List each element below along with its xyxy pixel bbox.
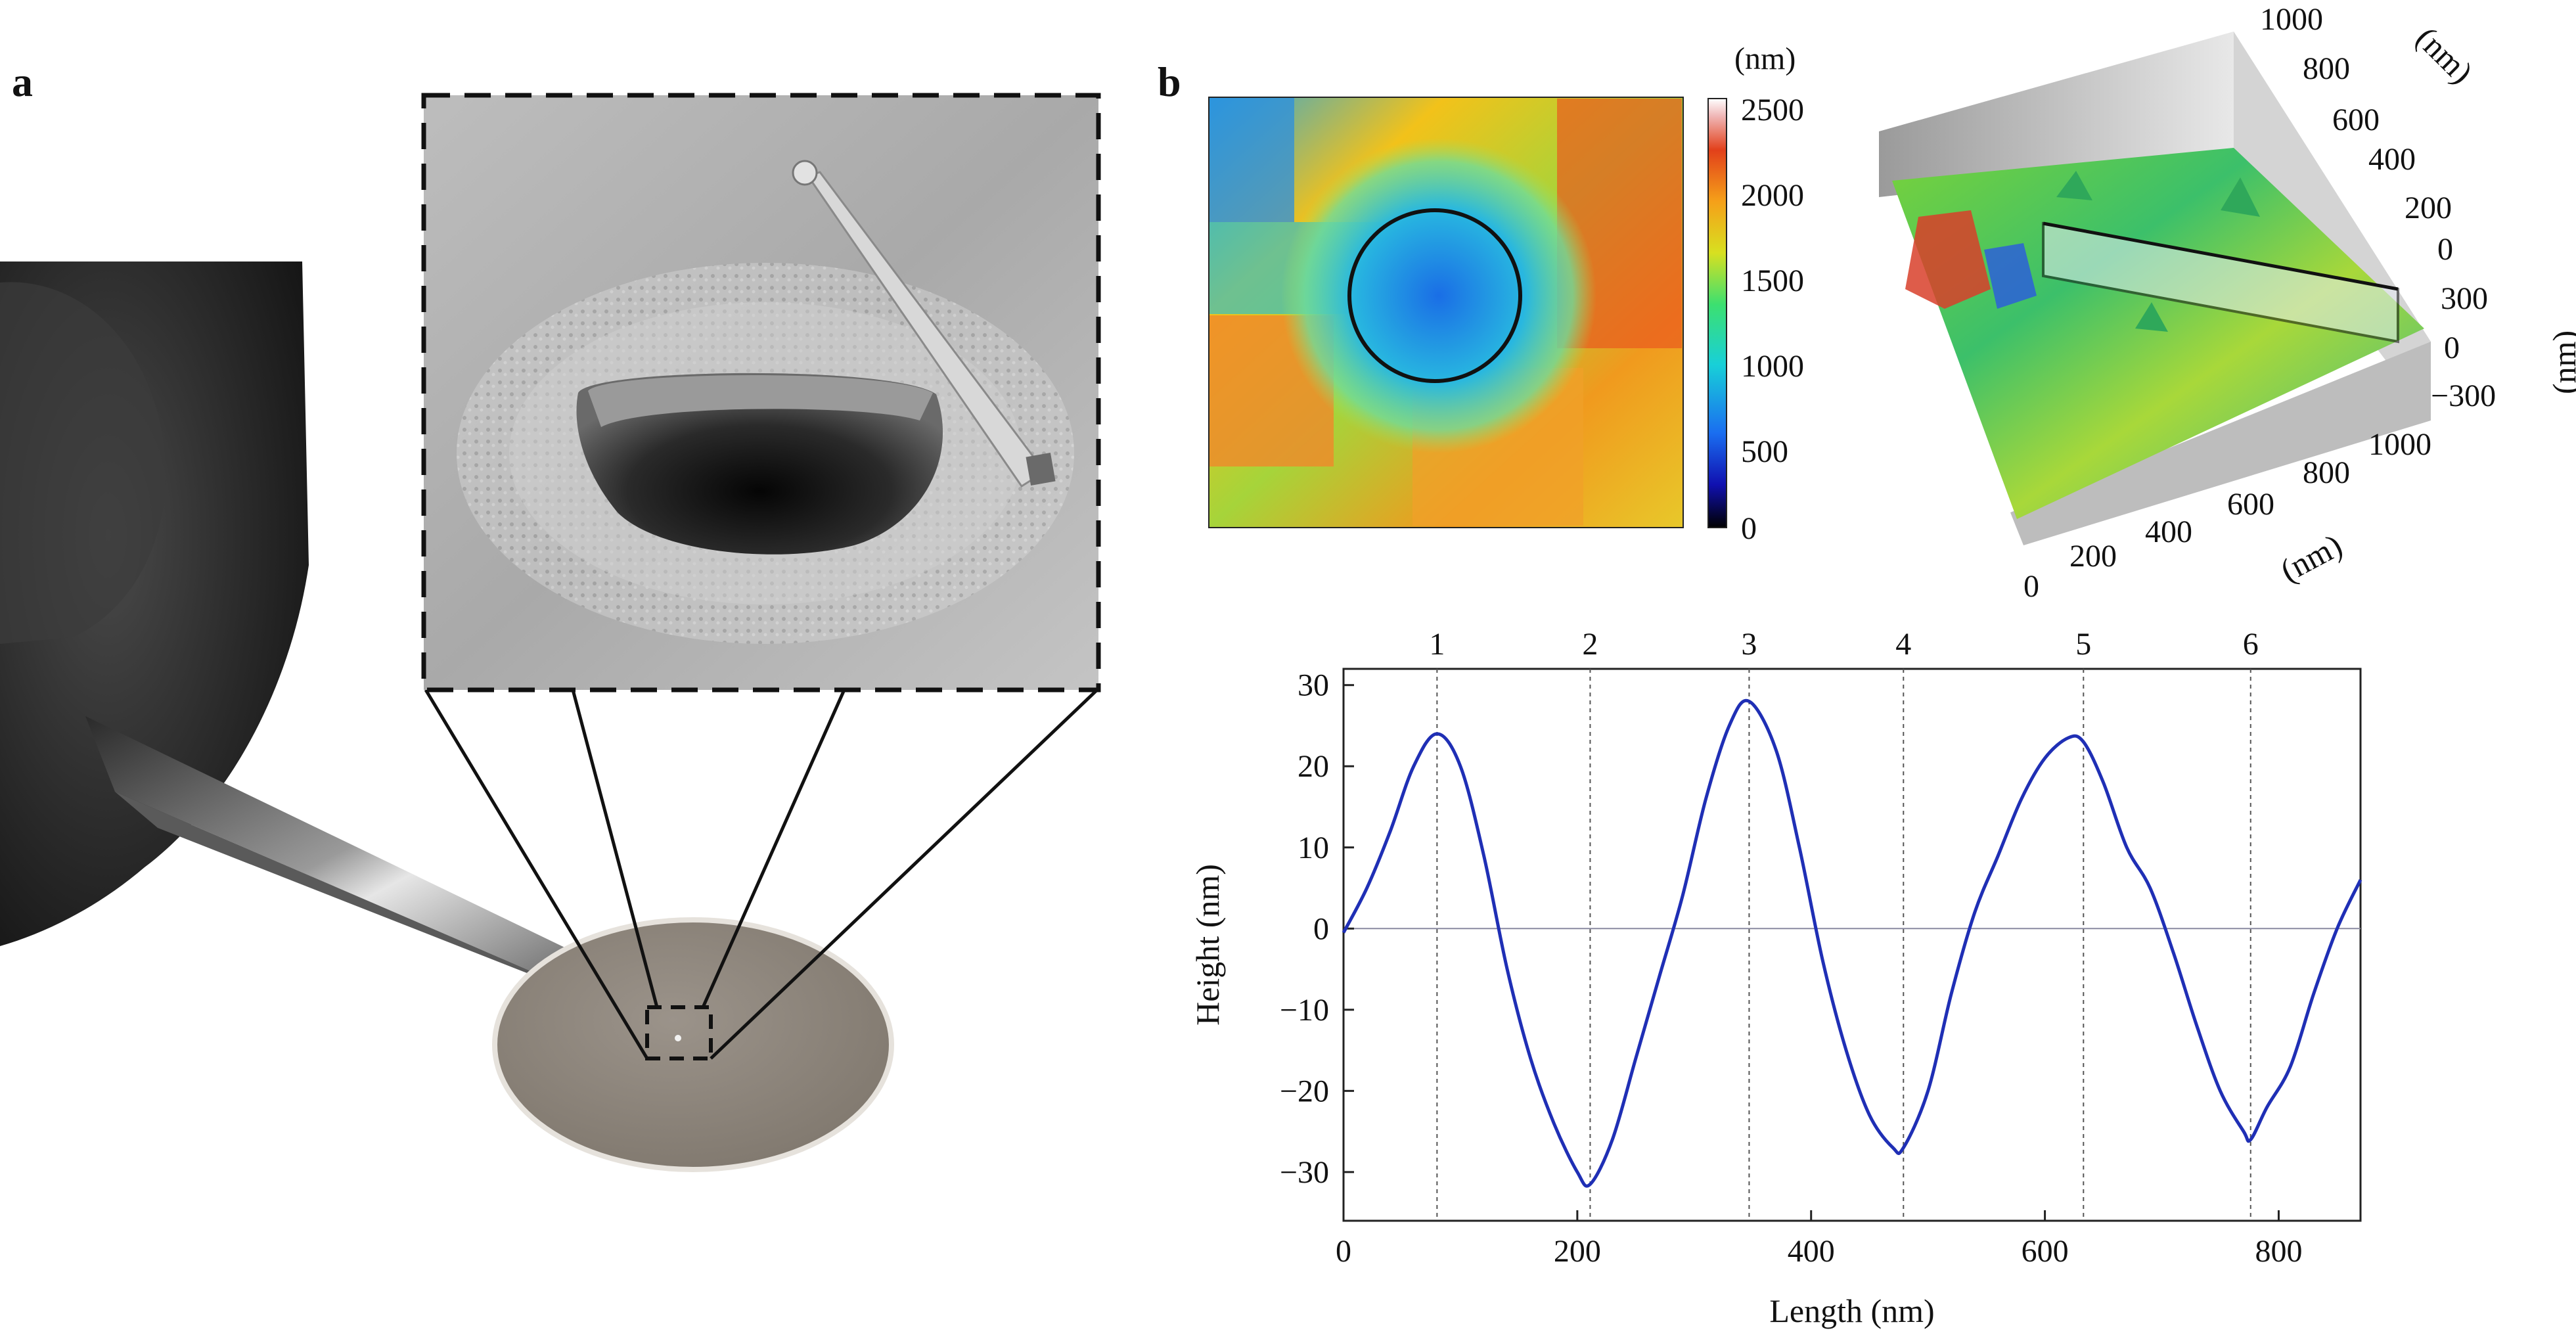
y-tick-label: 20 — [1298, 749, 1329, 784]
surface-back-wall — [1879, 32, 2234, 197]
marker-label: 1 — [1429, 627, 1445, 662]
surface-x-tick: 400 — [2145, 514, 2192, 549]
surface-profile-line — [2043, 221, 2399, 291]
surface-blue-feature — [1984, 243, 2037, 309]
colorbar: (nm) 2500 2000 1500 1000 500 0 — [1707, 41, 1804, 546]
surface-y-tick: 1000 — [2260, 2, 2323, 37]
colorbar-tick: 1000 — [1741, 349, 1804, 384]
surface-z-tick: 300 — [2441, 281, 2488, 316]
x-tick-label: 400 — [1788, 1234, 1835, 1269]
y-tick-label: −20 — [1280, 1074, 1329, 1108]
x-axis-label: Length (nm) — [1769, 1292, 1934, 1329]
marker-label: 3 — [1741, 627, 1757, 662]
colorbar-ticks: 2500 2000 1500 1000 500 0 — [1741, 93, 1804, 546]
profile-chart: 1 2 3 4 5 6 0 200 400 600 800 30 20 10 0 −10 −20 −30 Len… — [1189, 627, 2362, 1329]
marker-label: 6 — [2243, 627, 2259, 662]
surface-x-ticks: 0 200 400 600 800 1000 — [2023, 427, 2431, 604]
series-layer — [1342, 698, 2362, 1188]
zoom-box-small — [645, 1005, 713, 1060]
heatmap-circle-marker — [1347, 208, 1522, 383]
heatmap-cold-region — [1281, 138, 1596, 453]
colorbar-tick: 0 — [1741, 511, 1757, 546]
sem-crater-hole — [576, 373, 943, 555]
surface-z-tick: −300 — [2431, 378, 2496, 413]
marker-layer: 1 2 3 4 5 6 — [1429, 627, 2259, 1221]
y-tick-label: −10 — [1280, 993, 1329, 1028]
tweezers — [85, 716, 650, 1018]
sem-frame — [421, 93, 1101, 693]
surface-y-ticks: 1000 800 600 400 200 0 — [2260, 2, 2453, 267]
x-tick-label: 600 — [2022, 1234, 2069, 1269]
colorbar-unit: (nm) — [1734, 41, 1796, 76]
sem-probe-base — [1026, 453, 1056, 486]
surface-top — [1892, 148, 2424, 519]
surface-y-tick: 200 — [2405, 191, 2452, 225]
tweezers-lower-blade — [115, 792, 641, 1018]
surface-peaks — [2056, 171, 2260, 332]
surface-y-tick: 0 — [2437, 232, 2453, 267]
y-tick-label: 10 — [1298, 830, 1329, 865]
x-tick-label: 0 — [1336, 1234, 1351, 1269]
surface-z-ticks: 300 0 −300 — [2431, 281, 2496, 413]
panel-b-label: b — [1158, 58, 1181, 105]
heatmap-blue-patch-left — [1209, 97, 1294, 222]
sem-inset — [421, 93, 1101, 693]
surface-red-feature — [1905, 210, 1991, 309]
colorbar-tick: 2500 — [1741, 93, 1804, 127]
surface-y-tick: 600 — [2332, 102, 2380, 137]
plot-frame — [1342, 668, 2362, 1222]
surface-x-tick: 1000 — [2368, 427, 2431, 462]
surface-y-tick: 800 — [2303, 51, 2350, 86]
surface-z-tick: 0 — [2444, 330, 2460, 365]
y-tick-label: −30 — [1280, 1155, 1329, 1190]
marker-label: 5 — [2075, 627, 2091, 662]
panel-a-label: a — [12, 58, 33, 105]
x-tick-label: 800 — [2255, 1234, 2302, 1269]
surface-x-tick: 600 — [2227, 487, 2274, 522]
surface-x-tick: 200 — [2069, 539, 2117, 574]
sem-crater-wall — [588, 375, 933, 427]
surface-x-unit: (nm) — [2274, 526, 2348, 589]
surface-z-unit: (nm) — [2546, 330, 2576, 394]
surface-x-tick: 800 — [2303, 455, 2350, 490]
sem-probe-tip — [792, 160, 818, 186]
profile-series-line — [1342, 698, 2362, 1188]
colorbar-tick: 1500 — [1741, 263, 1804, 298]
disc-hole-dot — [675, 1035, 681, 1041]
surface-y-unit: (nm) — [2409, 20, 2480, 91]
panel-a-photo — [0, 93, 1101, 1172]
axis-layer: 0 200 400 600 800 30 20 10 0 −10 −20 −30 — [1280, 668, 2361, 1269]
surface-x-tick: 0 — [2023, 569, 2039, 604]
y-tick-label: 30 — [1298, 668, 1329, 703]
zoom-connector-lines — [424, 689, 1098, 1060]
colorbar-tick: 500 — [1741, 434, 1788, 469]
x-tick-label: 200 — [1554, 1234, 1601, 1269]
colorbar-gradient — [1707, 98, 1727, 528]
y-tick-label: 0 — [1313, 911, 1329, 946]
height-map — [1208, 97, 1684, 528]
glove-knuckle — [0, 282, 166, 644]
surface-y-tick: 400 — [2368, 142, 2416, 177]
y-axis-label: Height (nm) — [1189, 864, 1226, 1026]
surface-3d: (nm) 1000 800 600 400 200 0 (nm) 300 0 −… — [1879, 2, 2576, 604]
surface-floor-edge — [2010, 342, 2431, 545]
marker-label: 4 — [1895, 627, 1911, 662]
marker-label: 2 — [1582, 627, 1598, 662]
sample-disc — [492, 917, 894, 1172]
colorbar-tick: 2000 — [1741, 178, 1804, 213]
